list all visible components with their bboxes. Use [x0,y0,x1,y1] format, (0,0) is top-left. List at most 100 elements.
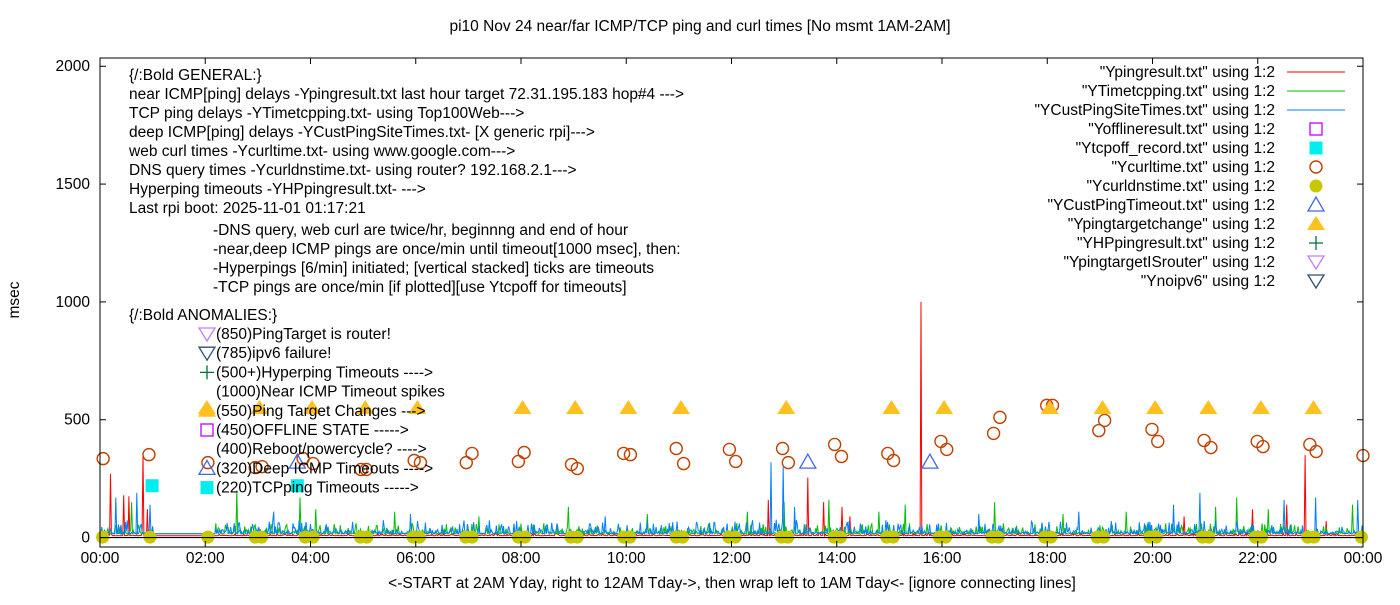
filled-triangle-mark [1307,216,1325,230]
point-curltime [306,456,320,471]
point-targetchange [250,399,269,414]
point-targetchange [356,399,375,414]
anomaly-line: (320)Deep ICMP Timeouts ----> [216,460,433,477]
general-line: TCP ping delays -YTimetcpping.txt- using… [129,105,524,122]
x-axis-label: <-START at 2AM Yday, right to 12AM Tday-… [388,575,1076,592]
point-targetchange [1304,399,1323,414]
filled-triangle-mark [1304,399,1323,414]
x-tick-label: 08:00 [502,550,541,567]
point-targetchange [777,399,796,414]
filled-triangle-mark [513,399,532,414]
legend-marker-sample [1309,179,1323,193]
point-targetchange [408,399,427,414]
point-curltime [1097,413,1112,428]
filled-triangle-mark [777,399,796,414]
filled-triangle-mark [935,399,954,414]
anomaly-line: (850)PingTarget is router! [216,326,391,343]
filled-square-mark [145,479,159,493]
point-curltime [1092,423,1106,438]
legend-entry-ytargetisrouter: "YpingtargetISrouter" using 1:2 [1064,254,1326,271]
plus-mark [200,365,214,380]
legend-label: "Ycurldnstime.txt" using 1:2 [1087,178,1275,195]
x-tick-label: 16:00 [923,550,962,567]
filled-triangle-mark [408,399,427,414]
open-triangle-mark [197,459,217,476]
open-triangle-mark [1306,195,1326,212]
down-triangle-mark [197,327,217,343]
point-curltime [886,453,901,468]
point-targetchange [1093,399,1112,414]
point-targetchange [1040,399,1059,414]
plus-mark [1309,236,1323,250]
open-square-mark [1309,122,1323,136]
point-curltime [255,459,269,474]
point-targetchange [1146,399,1165,414]
filled-triangle-mark [1040,399,1059,414]
open-circle-mark [827,437,842,452]
open-circle-mark [669,441,683,456]
legend-marker-sample [1306,255,1326,271]
anomaly-line: (785)ipv6 failure! [216,345,331,362]
point-curltime [354,462,368,477]
point-curltime [722,442,737,457]
point-targetchange [1251,399,1270,414]
open-circle-mark [459,455,473,470]
axis-layer: 00:00 02:00 04:00 06:00 08:00 10:00 12:00 14:00… [56,57,1383,567]
general-line: DNS query times -Ycurldnstime.txt- using… [129,162,577,179]
point-targetchange [671,399,690,414]
point-curltime [834,449,849,464]
open-circle-mark [354,462,368,477]
legend-label: "Ynoipv6" using 1:2 [1141,273,1275,290]
point-curltime [517,445,531,460]
legend-entry-noipv6: "Ynoipv6" using 1:2 [1141,273,1326,290]
open-square-mark [200,423,214,437]
open-circle-mark [248,460,262,475]
legend-label: "Ytcpoff_record.txt" using 1:2 [1076,140,1275,157]
point-curltime [248,460,262,475]
open-circle-mark [1309,444,1323,459]
point-curltime [511,454,526,469]
open-circle-mark [413,455,428,470]
point-curltime [986,426,1001,441]
legend-marker-sample [1307,216,1325,230]
anomaly-line: (500+)Hyperping Timeouts ----> [216,364,433,381]
y-tick-label: 1500 [56,176,91,193]
general-line: Last rpi boot: 2025-11-01 01:17:21 [129,200,366,217]
point-curltime [1145,422,1159,437]
y-tick-label: 0 [81,530,90,547]
anomalies-title: {/:Bold ANOMALIES:} [129,307,277,324]
x-tick-label: 20:00 [1133,550,1172,567]
open-circle-mark [1145,422,1159,437]
open-triangle-mark [920,452,940,469]
open-circle-mark [511,454,526,469]
open-circle-mark [359,462,373,477]
legend-entry-custpingsitetimes: "YCustPingSiteTimes.txt" using 1:2 [1035,102,1345,119]
legend-label: "YCustPingTimeout.txt" using 1:2 [1047,197,1275,214]
anomaly-key-offline [200,423,214,437]
general-title: {/:Bold GENERAL:} [129,67,262,84]
legend-marker-sample [1309,160,1323,174]
note-line: -Hyperpings [6/min] initiated; [vertical… [213,260,654,277]
point-curltime [1309,444,1323,459]
open-circle-mark [306,456,320,471]
point-curltime [1197,433,1211,448]
open-circle-mark [1256,439,1270,454]
open-circle-mark [781,455,796,470]
anomaly-key-tcpoff [200,481,214,495]
filled-triangle-mark [1251,399,1270,414]
legend: "Ypingresult.txt" using 1:2 "YTimetcpping… [1035,64,1345,290]
down-triangle-mark [197,346,217,362]
note-line: -DNS query, web curl are twice/hr, begin… [213,222,628,239]
open-circle-mark [517,445,531,460]
down-triangle-mark [1306,255,1326,271]
open-circle-mark [1097,413,1112,428]
point-curltime [729,454,743,469]
general-line: near ICMP[ping] delays -Ypingresult.txt … [129,86,684,103]
point-tcpoff [290,479,304,493]
anomaly-key-hpping [200,365,214,380]
point-curltime [934,434,948,449]
point-curltime [940,442,954,457]
filled-triangle-mark [1146,399,1165,414]
x-tick-label: 22:00 [1238,550,1277,567]
y-tick-label: 1000 [56,294,91,311]
